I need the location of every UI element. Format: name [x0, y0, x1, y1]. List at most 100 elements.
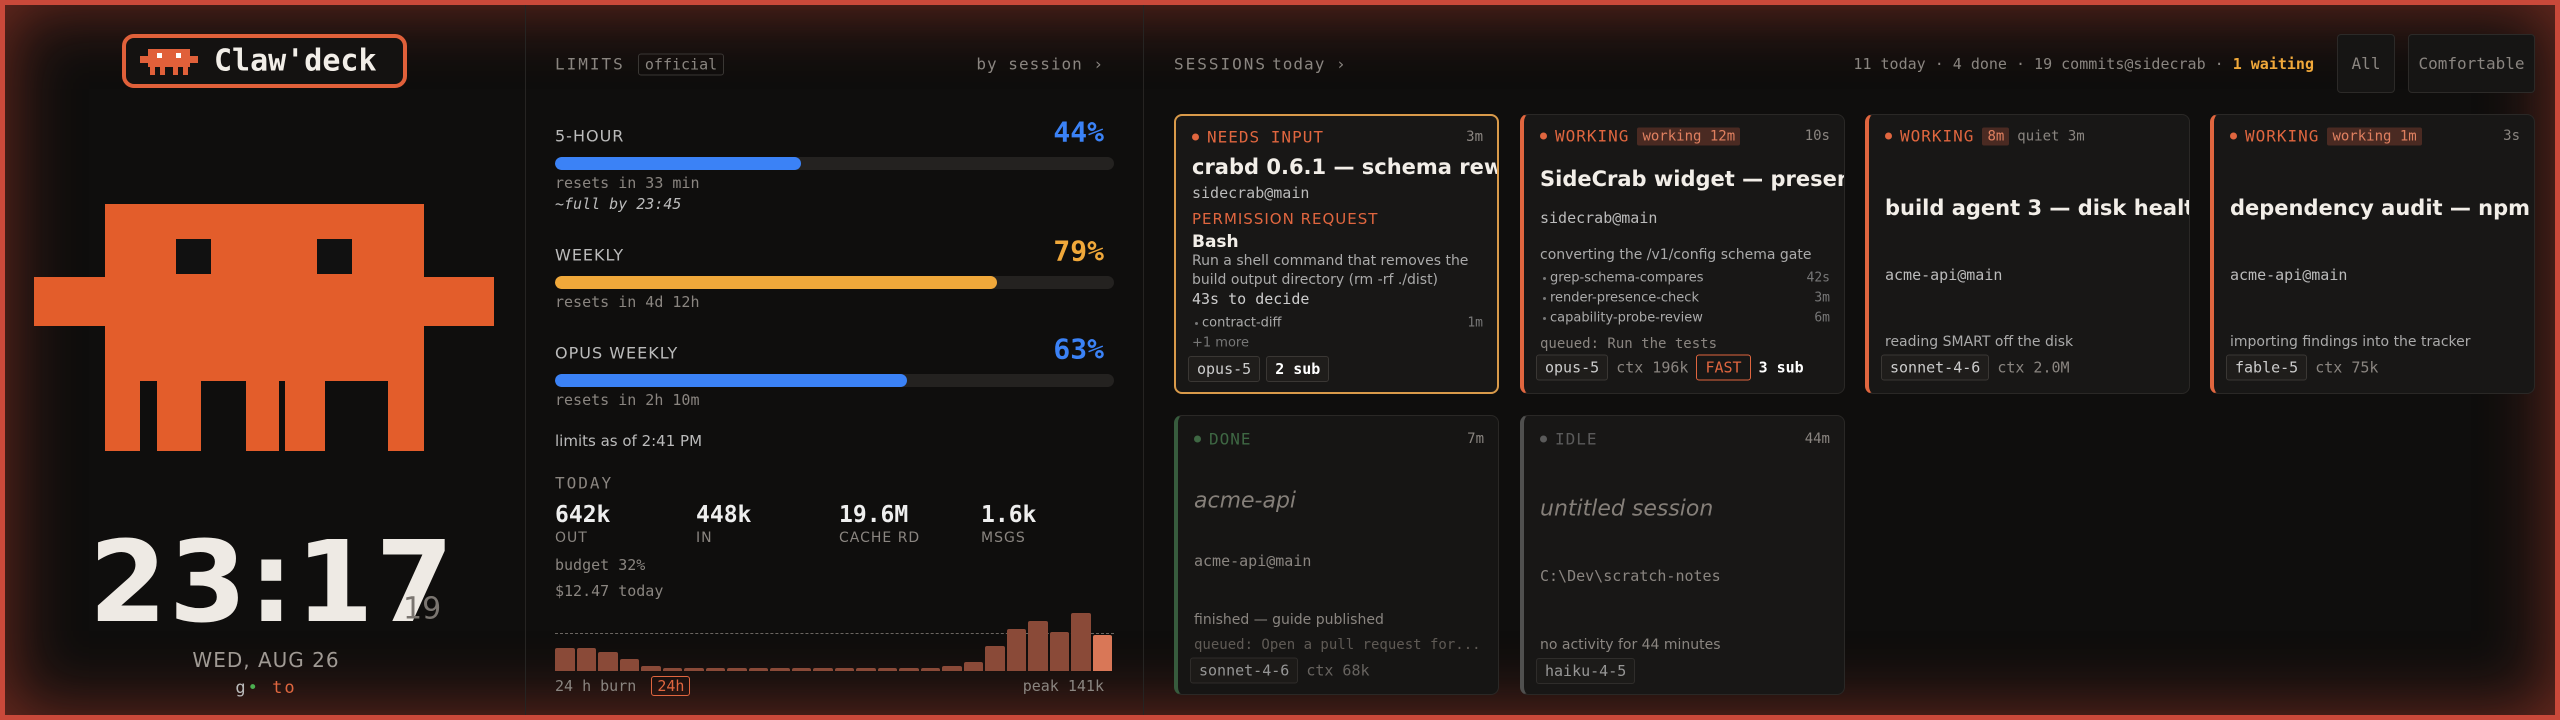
- queued: queued: Run the tests: [1540, 336, 1718, 352]
- status-part: •: [247, 678, 260, 698]
- burn-footer: 24 h burn 24h: [555, 676, 691, 696]
- burn-bar: [791, 667, 811, 671]
- filter-button[interactable]: All: [2337, 34, 2395, 93]
- mascot-leg: [246, 381, 279, 451]
- burn-bar: [877, 667, 897, 671]
- status-row: WORKING working 12m: [1540, 126, 1741, 146]
- status-dot: [1885, 132, 1892, 140]
- status: WORKING: [1555, 126, 1630, 146]
- subtask-name: capability-probe-review: [1550, 310, 1703, 326]
- stat-label: IN: [696, 530, 713, 546]
- clock-seconds: 19: [403, 591, 442, 627]
- stat-value: 1.6k: [981, 502, 1037, 528]
- permission-label: PERMISSION REQUEST: [1192, 210, 1379, 228]
- burn-bar: [813, 667, 833, 671]
- limits-title: LIMITS: [555, 54, 625, 74]
- repo: sidecrab@main: [1192, 184, 1310, 202]
- ctx-tag: ctx 68k: [1306, 661, 1370, 680]
- burn-range: 24h: [651, 676, 691, 696]
- limit-percent: 63%: [1053, 332, 1104, 366]
- session-title: crabd 0.6.1 — schema rewor...: [1192, 155, 1497, 179]
- icon-leg: [150, 67, 155, 75]
- brand-box: Claw'deck: [122, 34, 407, 88]
- limits-as-of: limits as of 2:41 PM: [555, 432, 703, 450]
- ctx-tag: ctx 196k: [1616, 358, 1689, 377]
- permission-tool: Bash: [1192, 232, 1239, 252]
- clock-time: 23:17: [89, 518, 456, 648]
- status: NEEDS INPUT: [1207, 127, 1324, 147]
- limit-reset: resets in 2h 10m: [555, 391, 700, 409]
- burn-peak: peak 141k: [1022, 677, 1104, 695]
- burn-bar: [985, 645, 1005, 671]
- session-card[interactable]: WORKING working 1m 3s dependency audit — np…: [2210, 114, 2535, 394]
- limit-percent: 79%: [1053, 234, 1104, 268]
- burn-bar: [576, 647, 596, 671]
- tags: haiku-4-5: [1536, 658, 1641, 684]
- brand-icon: [140, 49, 198, 75]
- status-part: g: [235, 678, 248, 698]
- burn-label: 24 h burn: [555, 677, 637, 695]
- clock-date: WED, AUG 26: [192, 648, 340, 672]
- limit-track: [555, 157, 1114, 170]
- status: WORKING: [2245, 126, 2320, 146]
- limits-link[interactable]: by session ›: [976, 54, 1104, 74]
- session-card[interactable]: WORKING 8m quiet 3m build agent 3 — disk he…: [1865, 114, 2190, 394]
- burn-bar: [598, 652, 618, 671]
- session-card[interactable]: WORKING working 12m 10s SideCrab widget — p…: [1520, 114, 1845, 394]
- status-row: DONE: [1194, 430, 1252, 449]
- status-row: NEEDS INPUT: [1192, 128, 1324, 147]
- mascot-leg: [105, 381, 140, 451]
- sessions-scope[interactable]: today ›: [1272, 54, 1347, 74]
- elapsed: 7m: [1467, 431, 1484, 447]
- limit-name: 5-HOUR: [555, 126, 625, 146]
- model-tag: fable-5: [2226, 354, 2308, 381]
- model-tag: sonnet-4-6: [1190, 657, 1299, 684]
- limit-reset: resets in 4d 12h: [555, 293, 700, 311]
- status-row: WORKING working 1m: [2230, 127, 2422, 146]
- status-part: to: [272, 678, 297, 698]
- burn-chart: [555, 605, 1114, 671]
- quiet: quiet 3m: [2017, 128, 2085, 144]
- status-dot: [2230, 132, 2237, 140]
- model-tag: opus-5: [1536, 354, 1609, 381]
- limit-name: OPUS WEEKLY: [555, 343, 679, 363]
- session-title: SideCrab widget — presence...: [1540, 167, 1844, 191]
- ctx-tag: ctx 75k: [2315, 358, 2379, 377]
- brand-name: Claw'deck: [214, 43, 377, 79]
- burn-bar: [748, 667, 768, 671]
- divider: [1143, 5, 1144, 715]
- session-card[interactable]: IDLE 44m untitled session C:\Dev\scratch-no…: [1520, 415, 1845, 695]
- limits-header: LIMITS official: [555, 53, 725, 76]
- session-title: dependency audit — npm a...: [2230, 196, 2534, 220]
- activity: finished — guide published: [1194, 612, 1384, 628]
- burn-bar: [770, 667, 790, 671]
- activity: importing findings into the tracker: [2230, 334, 2471, 350]
- limit-fill: [555, 276, 997, 289]
- repo: C:\Dev\scratch-notes: [1540, 567, 1721, 585]
- density-button[interactable]: Comfortable: [2408, 34, 2535, 93]
- limit-track: [555, 276, 1114, 289]
- burn-bar: [641, 666, 661, 671]
- status-dot: [1194, 435, 1201, 443]
- summary-text: 11 today · 4 done · 19 commits@sidecrab …: [1853, 55, 2224, 73]
- elapsed: 44m: [1804, 431, 1830, 447]
- session-card[interactable]: DONE 7m acme-api acme-api@main finished — gu…: [1174, 415, 1499, 695]
- model-tag: sonnet-4-6: [1881, 354, 1990, 381]
- session-title: build agent 3 — disk health ...: [1885, 196, 2189, 220]
- status-dot: [1192, 133, 1199, 141]
- subtask-dot: [1195, 322, 1198, 325]
- mascot-leg: [157, 381, 201, 451]
- tags: sonnet-4-6 ctx 68k: [1190, 657, 1378, 685]
- limit-fill: [555, 374, 908, 387]
- today-title: TODAY: [555, 473, 614, 493]
- limit-name: WEEKLY: [555, 245, 625, 265]
- burn-bar: [619, 658, 639, 671]
- repo: sidecrab@main: [1540, 209, 1658, 227]
- limit-percent: 44%: [1053, 115, 1104, 149]
- tags: fable-5 ctx 75k: [2226, 354, 2386, 382]
- permission-description: Run a shell command that removes the bui…: [1192, 253, 1469, 288]
- session-card[interactable]: NEEDS INPUT 3m crabd 0.6.1 — schema rewor.…: [1174, 114, 1499, 394]
- repo: acme-api@main: [1194, 552, 1312, 570]
- activity: reading SMART off the disk: [1885, 334, 2074, 350]
- mascot-eye: [176, 239, 211, 274]
